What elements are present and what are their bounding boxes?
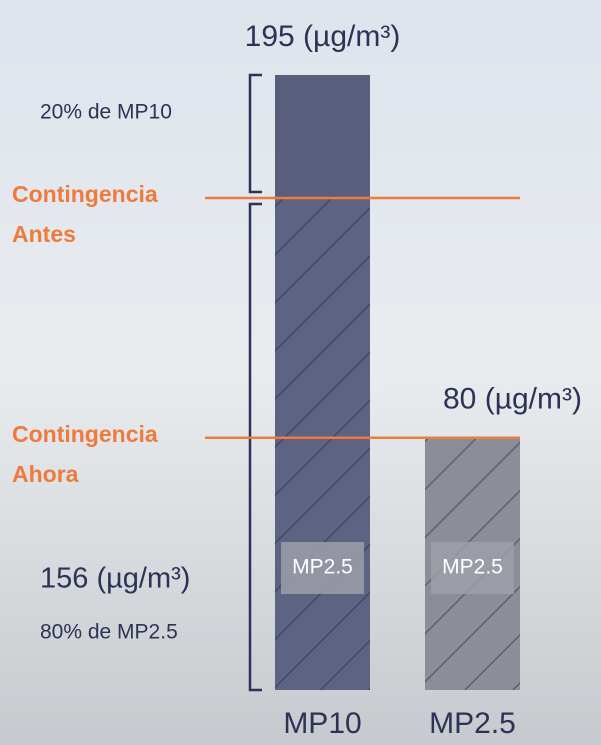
threshold-label: Antes: [12, 221, 76, 247]
value-label: 195 (µg/m³): [245, 20, 401, 53]
fine-fraction-hatch: [275, 198, 370, 690]
inner-label: MP2.5: [442, 556, 503, 579]
category-label: MP2.5: [429, 707, 516, 740]
bracket: [248, 202, 262, 692]
threshold-label: Contingencia: [12, 181, 158, 207]
category-label: MP10: [283, 707, 361, 740]
fine-share-label: 80% de MP2.5: [40, 621, 178, 644]
coarse-share-label: 20% de MP10: [40, 101, 172, 124]
value-label: 80 (µg/m³): [443, 383, 582, 416]
threshold-label: Ahora: [12, 461, 79, 487]
inner-label: MP2.5: [292, 556, 353, 579]
inner-label-box: [281, 542, 364, 594]
inner-label-box: [431, 542, 514, 594]
threshold-label: Contingencia: [12, 421, 158, 447]
fine-fraction-label: 156 (µg/m³): [40, 563, 190, 595]
bracket: [248, 73, 262, 194]
